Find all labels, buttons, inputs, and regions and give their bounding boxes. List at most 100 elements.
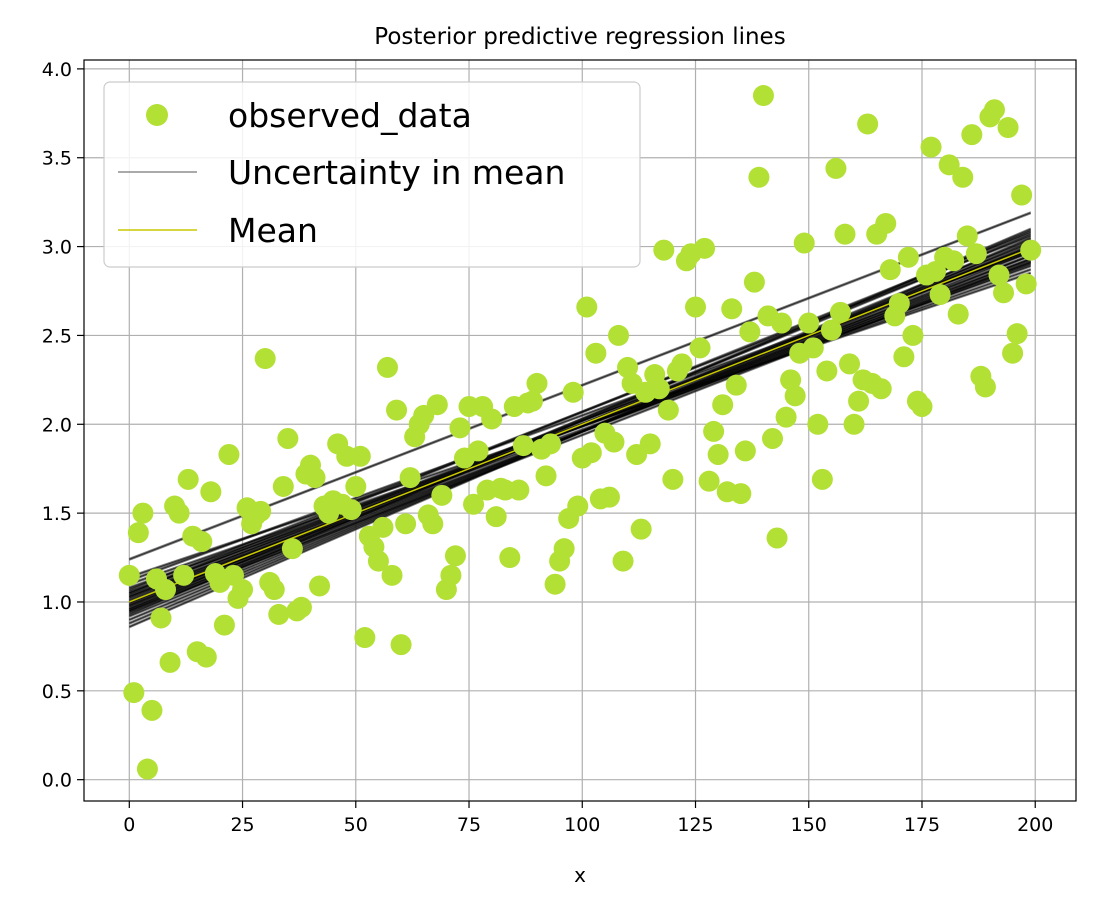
data-point (920, 136, 942, 158)
data-point (1002, 342, 1024, 364)
data-point (630, 518, 652, 540)
legend-label-uncertainty: Uncertainty in mean (228, 153, 565, 192)
y-tick-label: 4.0 (42, 59, 72, 81)
data-point (1015, 273, 1037, 295)
data-point (825, 157, 847, 179)
data-point (938, 154, 960, 176)
data-point (780, 369, 802, 391)
data-point (349, 445, 371, 467)
x-tick-label: 150 (791, 814, 827, 836)
data-point (943, 250, 965, 272)
data-point (444, 545, 466, 567)
data-point (345, 475, 367, 497)
data-point (567, 495, 589, 517)
data-point (820, 319, 842, 341)
data-point (168, 502, 190, 524)
data-point (585, 342, 607, 364)
data-point (685, 296, 707, 318)
data-point (811, 468, 833, 490)
y-tick-label: 1.5 (42, 503, 72, 525)
data-point (694, 237, 716, 259)
data-point (725, 374, 747, 396)
data-point (1011, 184, 1033, 206)
data-point (952, 166, 974, 188)
data-point (553, 538, 575, 560)
data-point (340, 499, 362, 521)
data-point (376, 356, 398, 378)
data-point (974, 376, 996, 398)
x-tick-label: 50 (344, 814, 368, 836)
uncertainty-line (128, 231, 1032, 595)
data-point (250, 500, 272, 522)
uncertainty-line (129, 271, 1031, 577)
data-point (485, 506, 507, 528)
uncertainty-line (129, 260, 1031, 612)
data-point (929, 284, 951, 306)
data-point (277, 427, 299, 449)
uncertainty-line (128, 254, 1032, 611)
x-tick-label: 200 (1017, 814, 1053, 836)
data-point (449, 417, 471, 439)
data-point (848, 390, 870, 412)
data-point (875, 212, 897, 234)
data-point (467, 440, 489, 462)
uncertainty-line (129, 229, 1031, 609)
uncertainty-line (128, 264, 1032, 589)
data-point (752, 85, 774, 107)
y-tick-label: 3.5 (42, 148, 72, 170)
data-point (426, 394, 448, 416)
data-point (132, 502, 154, 524)
data-point (272, 475, 294, 497)
data-point (422, 513, 444, 535)
data-point (521, 390, 543, 412)
data-point (263, 579, 285, 601)
data-point (576, 296, 598, 318)
data-point (834, 223, 856, 245)
data-point (739, 321, 761, 343)
data-point (857, 113, 879, 135)
data-point (983, 99, 1005, 121)
uncertainty-line (128, 259, 1032, 612)
data-point (902, 324, 924, 346)
uncertainty-line (128, 261, 1032, 604)
chart-title: Posterior predictive regression lines (374, 24, 785, 50)
data-point (730, 483, 752, 505)
data-point (544, 573, 566, 595)
data-point (155, 579, 177, 601)
data-point (888, 292, 910, 314)
data-point (748, 166, 770, 188)
uncertainty-line (128, 245, 1032, 598)
uncertainty-line (128, 236, 1032, 628)
x-tick-label: 25 (230, 814, 254, 836)
data-point (657, 399, 679, 421)
uncertainty-line (128, 247, 1032, 618)
uncertainty-line (128, 257, 1032, 607)
data-point (802, 337, 824, 359)
data-point (997, 117, 1019, 139)
data-point (617, 356, 639, 378)
mean-line (129, 247, 1031, 603)
data-point (123, 682, 145, 704)
uncertainty-line (128, 250, 1032, 614)
x-tick-label: 75 (457, 814, 481, 836)
y-tick-label: 0.0 (42, 770, 72, 792)
uncertainty-line (129, 230, 1031, 593)
data-point (177, 468, 199, 490)
data-point (608, 324, 630, 346)
data-point (354, 627, 376, 649)
data-point (734, 440, 756, 462)
data-point (703, 420, 725, 442)
data-point (395, 513, 417, 535)
x-tick-label: 100 (564, 814, 600, 836)
data-point (829, 301, 851, 323)
data-point (508, 479, 530, 501)
data-point (540, 433, 562, 455)
legend-marker-observed (146, 104, 168, 126)
data-point (712, 394, 734, 416)
data-point (159, 651, 181, 673)
data-point (798, 312, 820, 334)
data-point (1006, 323, 1028, 345)
data-point (213, 614, 235, 636)
data-point (526, 372, 548, 394)
data-point (535, 465, 557, 487)
